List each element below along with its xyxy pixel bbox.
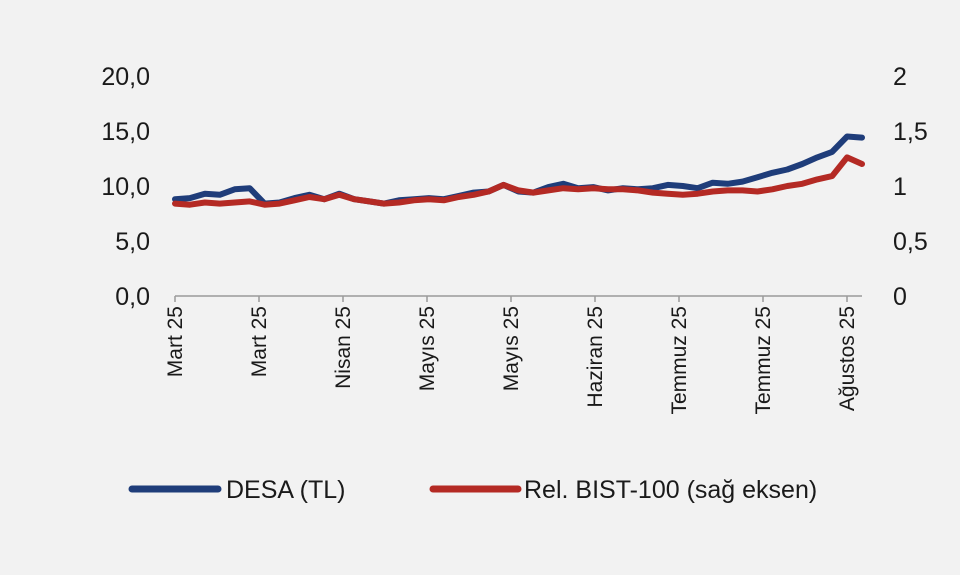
right-y-tick-label: 1,5 — [893, 118, 928, 146]
x-tick-label: Haziran 25 — [584, 306, 607, 408]
left-y-tick-label: 5,0 — [115, 228, 150, 256]
x-tick-label: Temmuz 25 — [668, 306, 691, 415]
series-layer — [172, 133, 865, 208]
series-line-rel-bist — [172, 154, 865, 208]
left-y-tick-label: 15,0 — [101, 118, 150, 146]
left-y-tick-label: 20,0 — [101, 63, 150, 91]
left-y-axis: 0,0 5,0 10,0 15,0 20,0 — [101, 63, 150, 311]
x-tick-label: Mayıs 25 — [416, 306, 439, 391]
legend: DESA (TL) Rel. BIST-100 (sağ eksen) — [128, 476, 817, 504]
x-axis: Mart 25 Mart 25 Nisan 25 Mayıs 25 Mayıs 25 Ha… — [164, 295, 862, 415]
legend-label-rel-bist: Rel. BIST-100 (sağ eksen) — [524, 476, 817, 504]
x-tick-label: Mart 25 — [248, 306, 271, 377]
x-tick-label: Ağustos 25 — [836, 306, 859, 411]
left-y-tick-label: 10,0 — [101, 173, 150, 201]
right-y-tick-label: 1 — [893, 173, 907, 201]
right-y-tick-label: 0 — [893, 283, 907, 311]
legend-label-desa: DESA (TL) — [226, 476, 345, 504]
x-tick-label: Temmuz 25 — [752, 306, 775, 415]
right-y-axis: 0 0,5 1 1,5 2 — [893, 63, 928, 311]
x-tick-label: Mart 25 — [164, 306, 187, 377]
x-tick-label: Nisan 25 — [332, 306, 355, 389]
right-y-tick-label: 2 — [893, 63, 907, 91]
left-y-tick-label: 0,0 — [115, 283, 150, 311]
right-y-tick-label: 0,5 — [893, 228, 928, 256]
x-tick-label: Mayıs 25 — [500, 306, 523, 391]
